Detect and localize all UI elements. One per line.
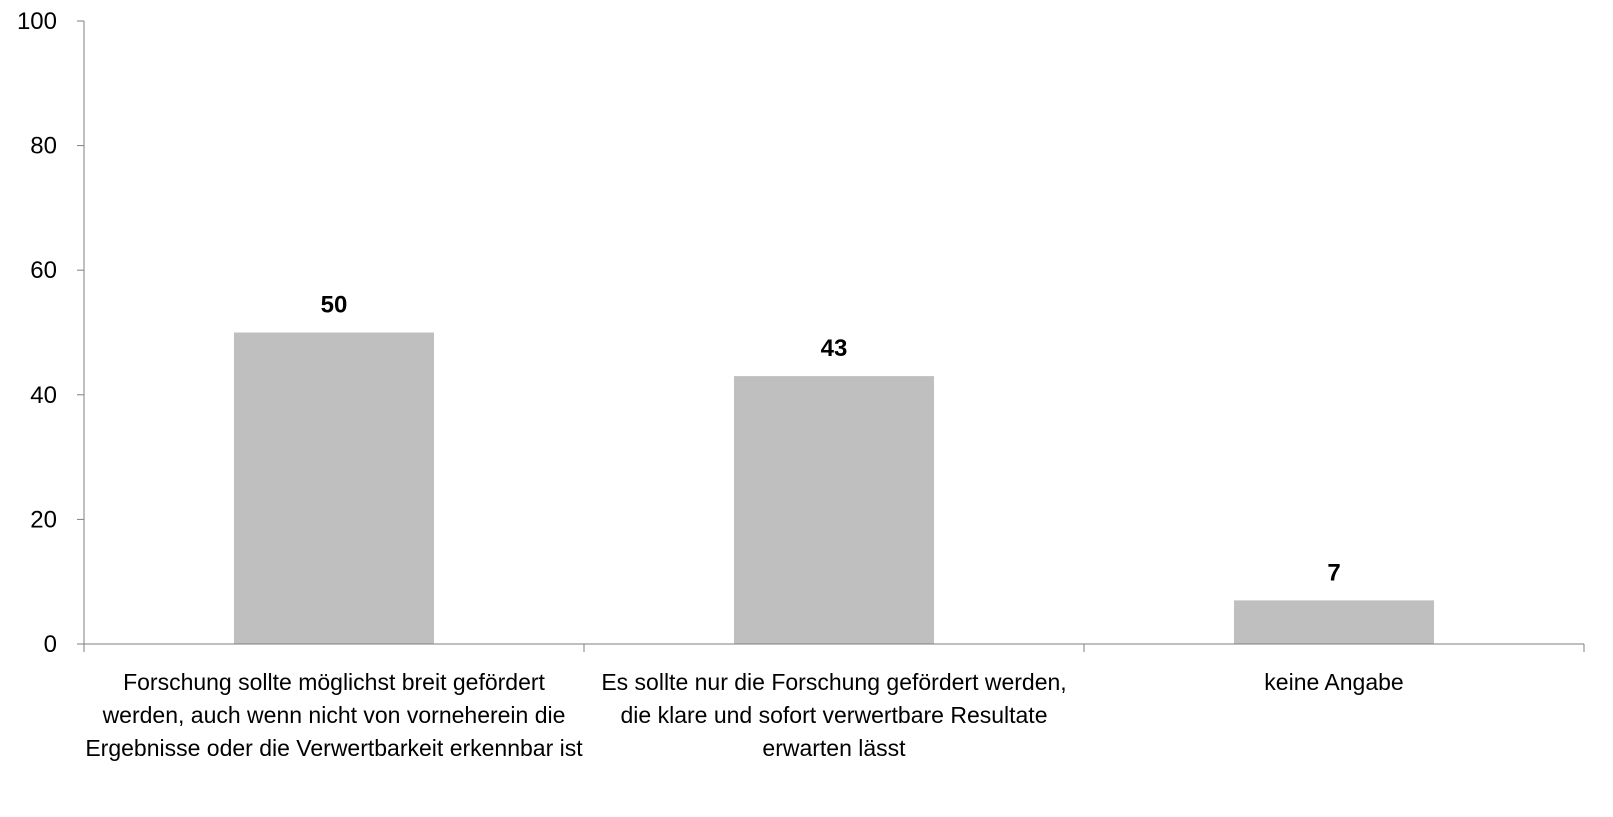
y-tick-label: 20 bbox=[30, 506, 57, 533]
y-tick-label: 100 bbox=[17, 8, 57, 35]
x-tick-label: Forschung sollte möglichst breit geförde… bbox=[85, 669, 583, 761]
y-tick-label: 80 bbox=[30, 133, 57, 160]
bar bbox=[1234, 600, 1434, 644]
bar bbox=[734, 376, 934, 644]
data-label: 7 bbox=[1327, 559, 1340, 586]
y-tick-label: 40 bbox=[30, 382, 57, 409]
bar bbox=[234, 332, 434, 644]
data-label: 43 bbox=[821, 335, 848, 362]
data-label: 50 bbox=[321, 292, 348, 319]
x-tick-label: keine Angabe bbox=[1264, 669, 1404, 695]
y-tick-label: 0 bbox=[44, 631, 57, 658]
x-tick-label: Es sollte nur die Forschung gefördert we… bbox=[601, 669, 1067, 761]
y-tick-label: 60 bbox=[30, 257, 57, 284]
